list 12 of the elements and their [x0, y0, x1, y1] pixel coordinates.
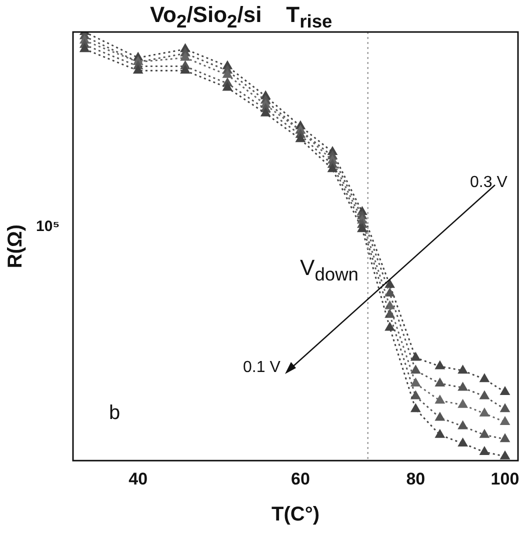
chart-title: Vo$_{2}$/Sio$_{2}$/si T$_{rise}$ — [150, 2, 332, 32]
x-axis-title: T(C°) — [272, 504, 320, 526]
annotation: 0.1 V — [243, 359, 280, 377]
annotation: V$_{down}$ — [300, 255, 359, 286]
y-axis-title: R(Ω) — [4, 224, 27, 268]
x-tick-label: 80 — [406, 469, 426, 488]
x-tick-label: 100 — [490, 469, 520, 488]
annotation: 0.3 V — [470, 174, 508, 192]
annotation: b — [109, 402, 120, 425]
x-tick-label: 40 — [128, 469, 148, 488]
x-tick-label: 60 — [290, 469, 310, 488]
text: 10⁵ — [36, 218, 60, 235]
